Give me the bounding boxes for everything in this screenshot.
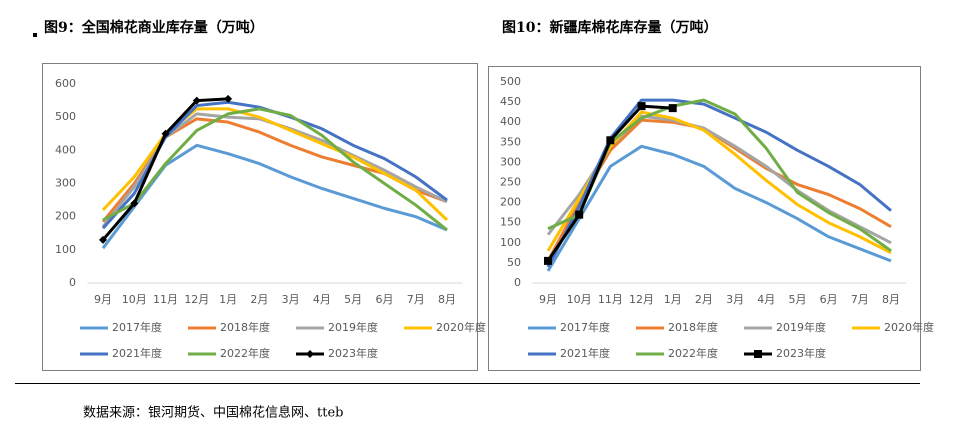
y-tick-label: 50 (507, 256, 521, 269)
x-tick-label: 11月 (153, 293, 178, 306)
y-tick-label: 400 (55, 143, 76, 156)
marker (224, 94, 233, 103)
marker (130, 199, 139, 208)
x-tick-label: 9月 (539, 293, 557, 306)
marker (99, 235, 107, 244)
series-line (101, 100, 448, 230)
marker (306, 350, 314, 358)
legend-label: 2023年度 (776, 346, 826, 360)
marker (637, 102, 646, 111)
y-tick-label: 450 (500, 95, 521, 108)
series-line (546, 114, 892, 245)
series-line (546, 144, 892, 272)
x-tick-label: 7月 (851, 293, 869, 306)
legend-label: 2021年度 (112, 346, 162, 360)
marker (754, 350, 762, 358)
legend-label: 2022年度 (668, 346, 718, 360)
legend-label: 2021年度 (560, 346, 610, 360)
y-tick-label: 600 (55, 77, 76, 90)
legend-label: 2022年度 (220, 346, 270, 360)
chart-frame (42, 63, 478, 371)
chart-title: 图9：全国棉花商业库存量（万吨） (44, 19, 264, 36)
y-tick-label: 200 (500, 196, 521, 209)
legend-label: 2023年度 (328, 346, 378, 360)
y-tick-label: 200 (55, 210, 76, 223)
y-tick-label: 300 (500, 155, 521, 168)
marker (668, 104, 677, 113)
legend-label: 2020年度 (884, 320, 934, 334)
y-tick-label: 100 (55, 243, 76, 256)
bullet (33, 33, 37, 37)
legend-label: 2019年度 (776, 320, 826, 334)
x-tick-label: 4月 (757, 293, 775, 306)
chart-frame (488, 66, 921, 371)
x-tick-label: 10月 (567, 293, 592, 306)
x-tick-label: 8月 (882, 293, 900, 306)
x-tick-label: 2月 (250, 293, 268, 306)
x-tick-label: 12月 (629, 293, 654, 306)
x-tick-label: 4月 (313, 293, 331, 306)
chart-title: 图10：新疆库棉花库存量（万吨） (502, 19, 717, 36)
y-tick-label: 150 (500, 216, 521, 229)
x-tick-label: 6月 (375, 293, 393, 306)
y-tick-label: 300 (55, 177, 76, 190)
marker (575, 210, 584, 219)
y-tick-label: 500 (500, 75, 521, 88)
series-line (102, 107, 448, 232)
x-tick-label: 3月 (282, 293, 300, 306)
x-tick-label: 1月 (664, 293, 682, 306)
x-tick-label: 9月 (94, 293, 112, 306)
source: 数据来源：银河期货、中国棉花信息网、tteb (83, 405, 343, 421)
legend-label: 2018年度 (220, 320, 270, 334)
marker (192, 96, 201, 105)
marker (161, 129, 170, 138)
y-tick-label: 250 (500, 176, 521, 189)
x-tick-label: 5月 (344, 293, 362, 306)
x-tick-label: 11月 (598, 293, 623, 306)
series-line (101, 107, 449, 222)
legend-label: 2017年度 (560, 320, 610, 334)
y-tick-label: 400 (500, 115, 521, 128)
y-tick-label: 100 (500, 236, 521, 249)
legend-label: 2018年度 (668, 320, 718, 334)
x-tick-label: 10月 (122, 293, 147, 306)
legend-label: 2019年度 (328, 320, 378, 334)
legend-label: 2017年度 (112, 320, 162, 334)
marker (606, 136, 615, 145)
x-tick-label: 2月 (695, 293, 713, 306)
x-tick-label: 7月 (407, 293, 425, 306)
x-tick-label: 5月 (788, 293, 806, 306)
legend-label: 2020年度 (436, 320, 486, 334)
x-tick-label: 8月 (438, 293, 456, 306)
y-tick-label: 350 (500, 135, 521, 148)
x-tick-label: 1月 (219, 293, 237, 306)
y-tick-label: 500 (55, 110, 76, 123)
x-tick-label: 3月 (726, 293, 744, 306)
x-tick-label: 6月 (820, 293, 838, 306)
x-tick-label: 12月 (184, 293, 209, 306)
marker (544, 256, 552, 265)
y-tick-label: 0 (514, 276, 521, 289)
y-tick-label: 0 (69, 276, 76, 289)
